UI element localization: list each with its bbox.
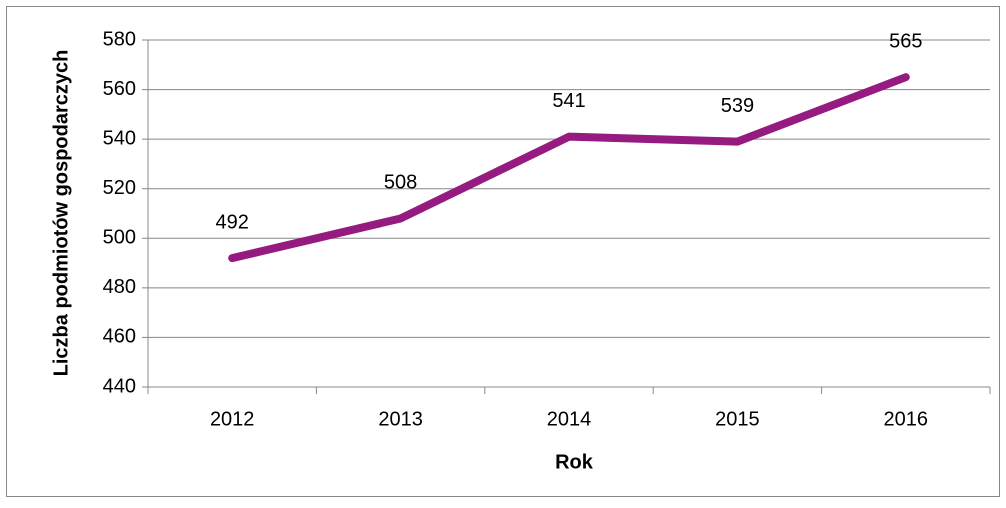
y-tick-label: 480	[103, 276, 136, 298]
y-tick-label: 580	[103, 28, 136, 50]
data-label: 492	[216, 211, 249, 233]
data-label: 539	[721, 95, 754, 117]
x-tick-label: 2016	[884, 408, 929, 430]
y-tick-label: 560	[103, 78, 136, 100]
y-tick-label: 460	[103, 326, 136, 348]
x-tick-label: 2015	[715, 408, 760, 430]
y-tick-label: 500	[103, 227, 136, 249]
data-label: 565	[889, 30, 922, 52]
x-axis-title: Rok	[555, 451, 594, 473]
y-tick-label: 520	[103, 177, 136, 199]
chart-border	[6, 6, 1000, 497]
line-series	[228, 73, 910, 263]
y-tick-label: 540	[103, 127, 136, 149]
x-tick-label: 2014	[547, 408, 592, 430]
y-axis-title: Liczba podmiotów gospodarczych	[50, 50, 72, 377]
data-label: 541	[552, 90, 585, 112]
x-tick-label: 2013	[378, 408, 423, 430]
x-tick-label: 2012	[210, 408, 255, 430]
data-label: 508	[384, 172, 417, 194]
y-tick-label: 440	[103, 375, 136, 397]
